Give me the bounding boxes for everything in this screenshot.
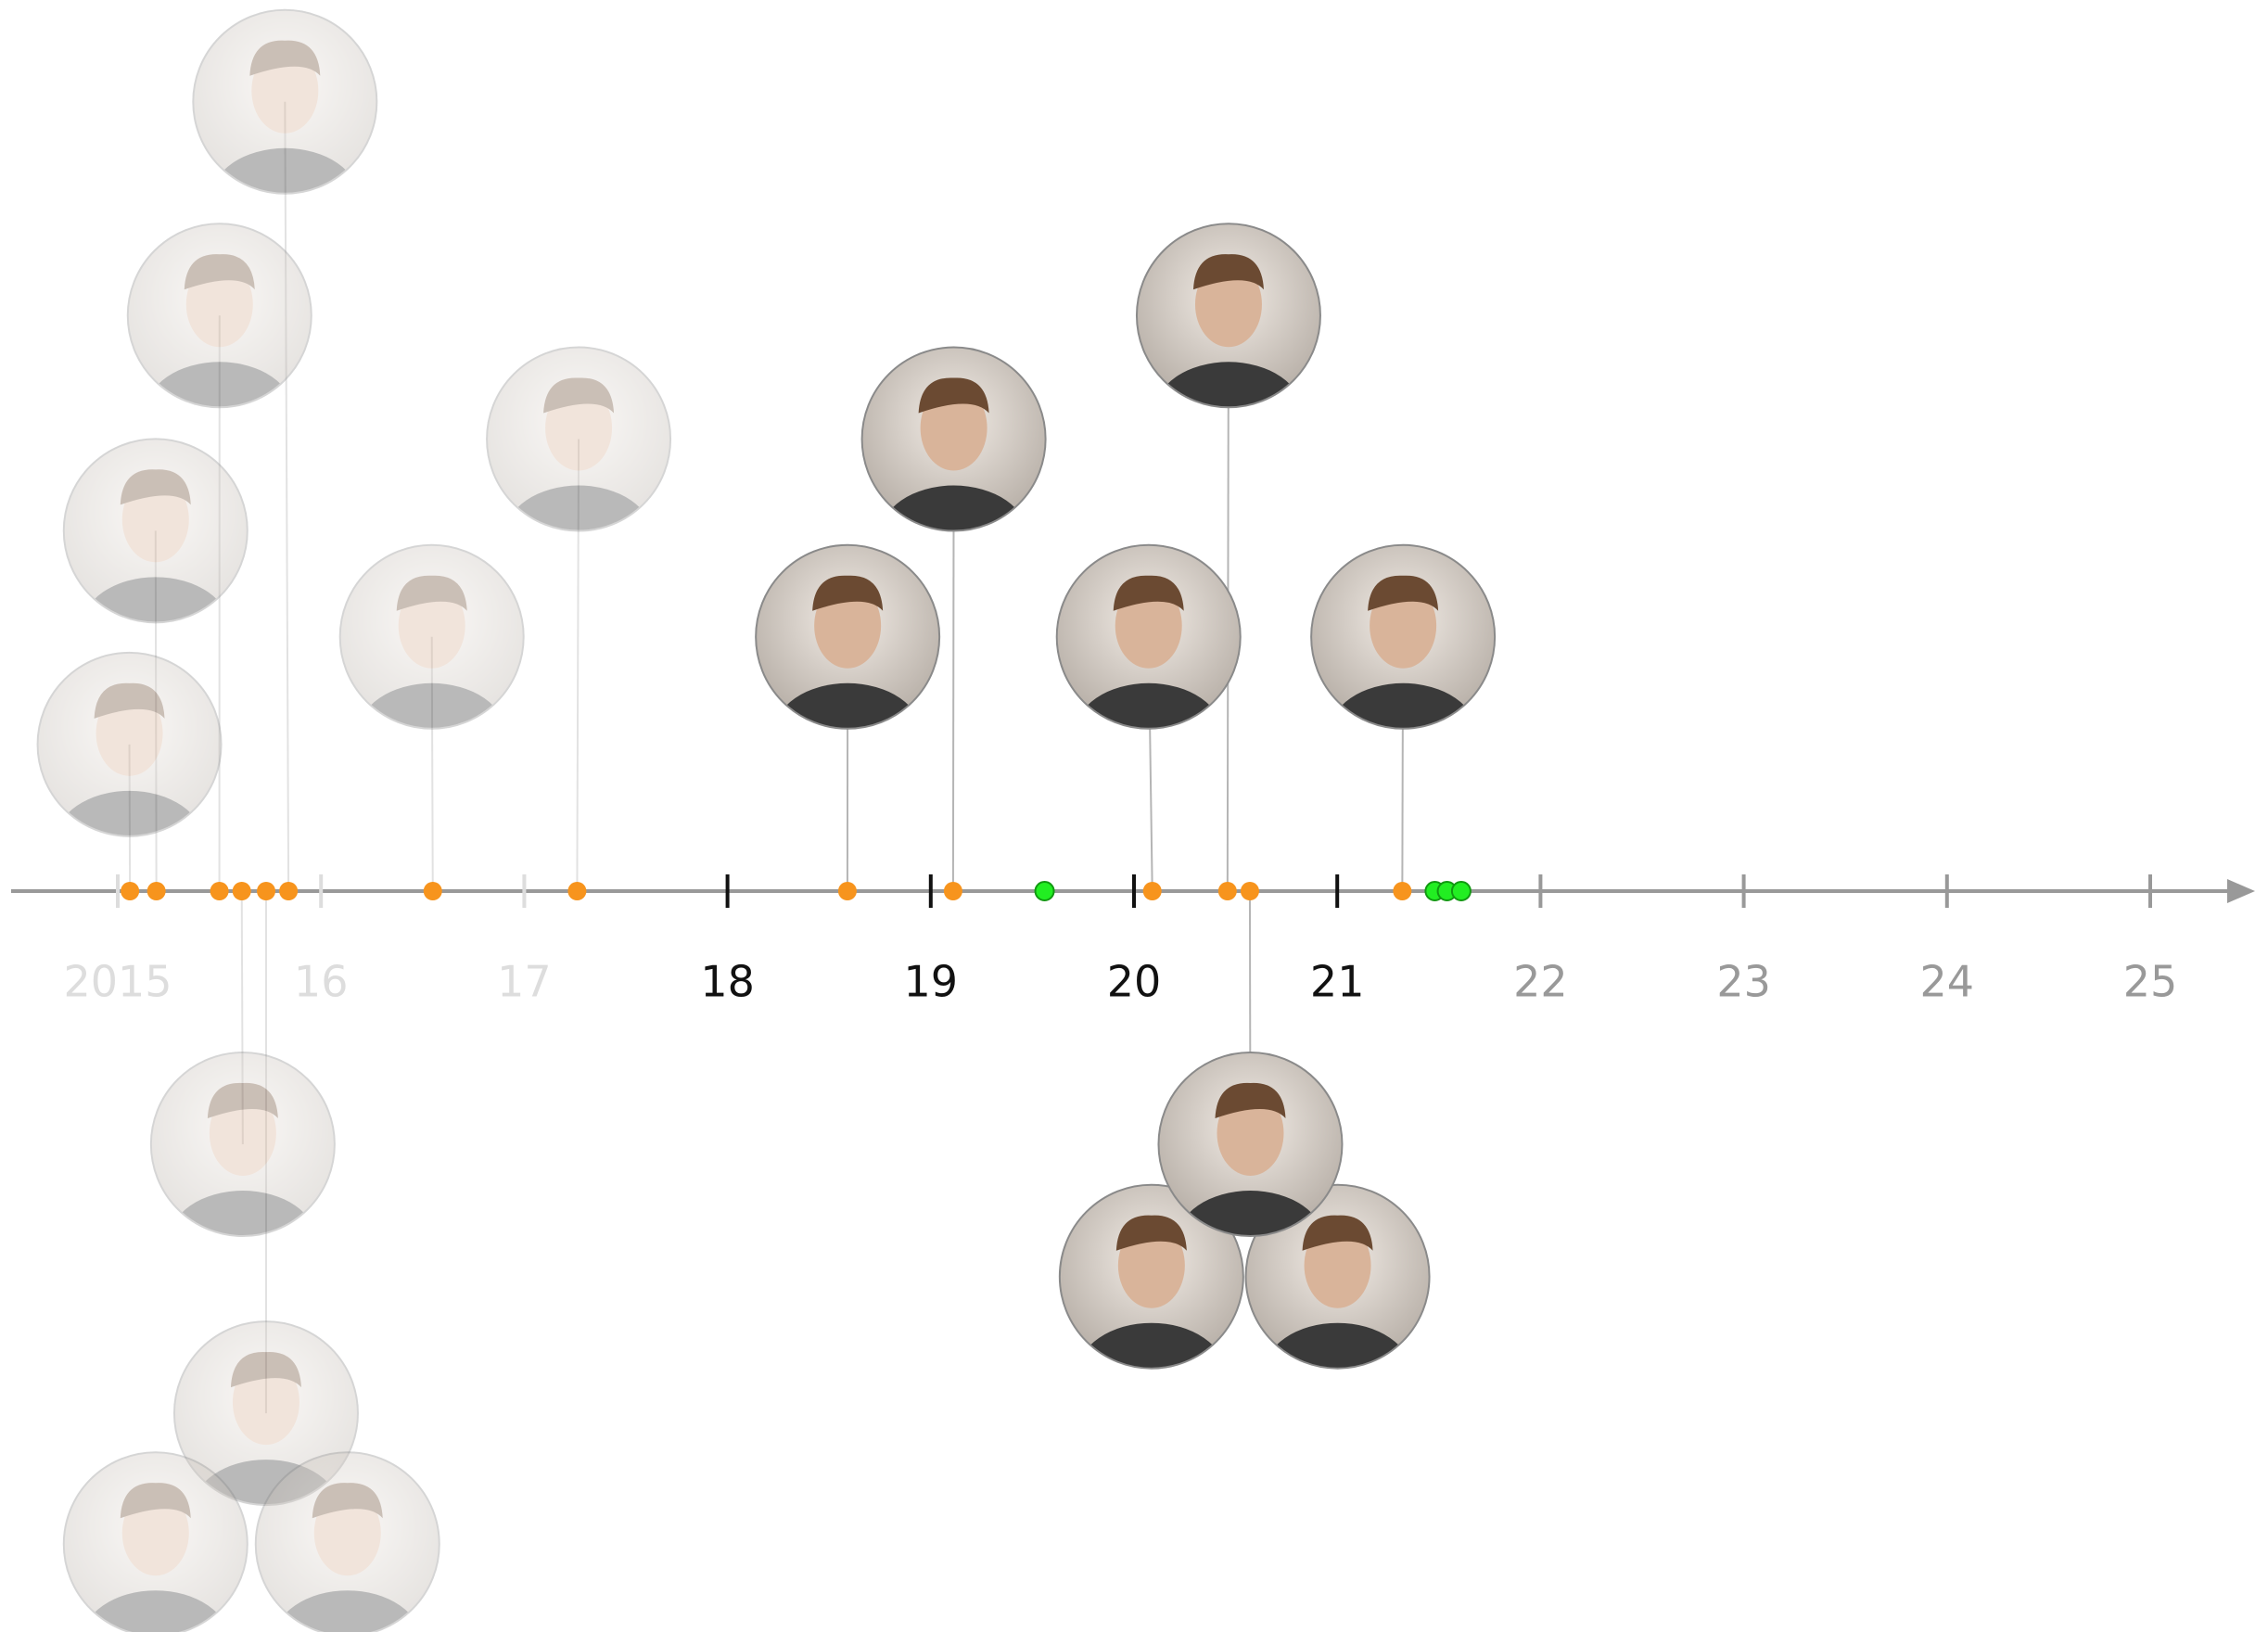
event-dot bbox=[233, 882, 251, 900]
event-dot bbox=[279, 882, 298, 900]
event-dot bbox=[1218, 882, 1237, 900]
stem bbox=[285, 102, 288, 891]
tick-label: 18 bbox=[700, 957, 755, 1007]
tick-label: 25 bbox=[2123, 957, 2178, 1007]
photo bbox=[1057, 545, 1241, 785]
axis-arrow bbox=[2227, 879, 2255, 903]
body bbox=[169, 1191, 317, 1293]
body bbox=[1264, 1323, 1412, 1425]
event-dot bbox=[1393, 882, 1411, 900]
event-dot bbox=[147, 882, 166, 900]
tick-label: 23 bbox=[1716, 957, 1771, 1007]
photo bbox=[151, 1052, 335, 1293]
event-dot bbox=[1143, 882, 1162, 900]
event-dot bbox=[121, 882, 139, 900]
tick-label: 24 bbox=[1920, 957, 1975, 1007]
body bbox=[1077, 1323, 1226, 1425]
event-dot bbox=[257, 882, 275, 900]
timeline: 2015 16 17 18 19 20 21 22 23 24 25 bbox=[0, 0, 2268, 1632]
event-dot bbox=[424, 882, 442, 900]
tick-label: 22 bbox=[1513, 957, 1568, 1007]
tick-label: 20 bbox=[1107, 957, 1162, 1007]
tick-label: 17 bbox=[497, 957, 552, 1007]
event-dot bbox=[1452, 882, 1471, 900]
photo bbox=[256, 1452, 440, 1632]
event-dot bbox=[1036, 882, 1054, 900]
tick-label: 2015 bbox=[63, 957, 172, 1007]
event-dot bbox=[838, 882, 857, 900]
event-dot bbox=[1241, 882, 1259, 900]
tick-label: 19 bbox=[904, 957, 959, 1007]
event-dot bbox=[210, 882, 229, 900]
tick-label: 16 bbox=[294, 957, 349, 1007]
event-dot bbox=[944, 882, 962, 900]
photo bbox=[64, 1452, 248, 1632]
axis: 2015 16 17 18 19 20 21 22 23 24 25 bbox=[63, 874, 2177, 1007]
body bbox=[1075, 683, 1223, 785]
event-dot bbox=[567, 882, 586, 900]
tick-label: 21 bbox=[1310, 957, 1365, 1007]
photos bbox=[38, 10, 1496, 1632]
